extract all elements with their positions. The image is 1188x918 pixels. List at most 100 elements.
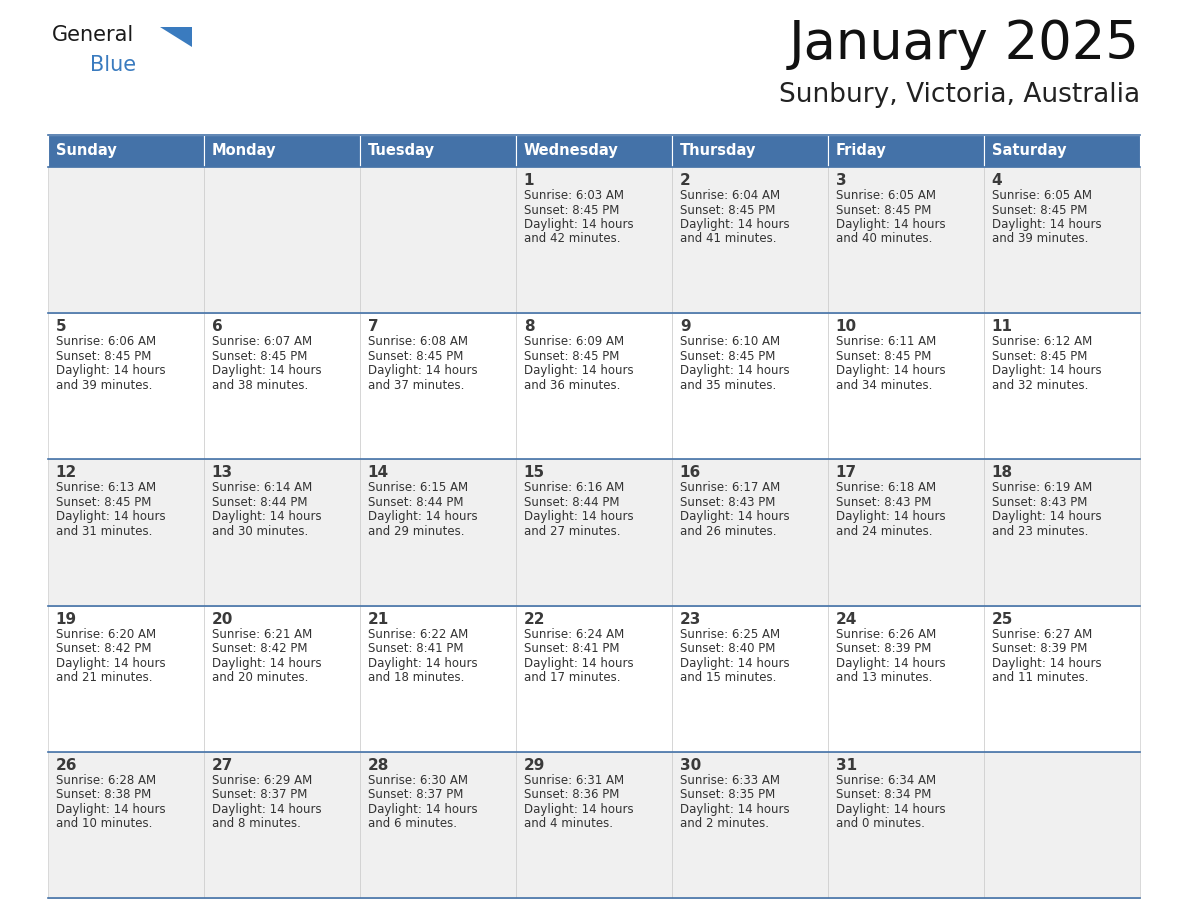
Text: Sunbury, Victoria, Australia: Sunbury, Victoria, Australia [779, 82, 1140, 108]
Text: Sunrise: 6:13 AM: Sunrise: 6:13 AM [56, 481, 156, 495]
Text: Daylight: 14 hours: Daylight: 14 hours [524, 218, 633, 231]
Bar [984, 459, 1140, 606]
Text: Blue: Blue [90, 55, 137, 75]
Text: Monday: Monday [211, 143, 277, 159]
Text: 16: 16 [680, 465, 701, 480]
Text: Sunset: 8:41 PM: Sunset: 8:41 PM [368, 642, 463, 655]
Text: Sunrise: 6:17 AM: Sunrise: 6:17 AM [680, 481, 781, 495]
Bar [516, 167, 672, 313]
Bar [48, 459, 204, 606]
Text: Daylight: 14 hours: Daylight: 14 hours [680, 364, 789, 377]
Text: and 17 minutes.: and 17 minutes. [524, 671, 620, 684]
Bar [516, 459, 672, 606]
Text: and 41 minutes.: and 41 minutes. [680, 232, 776, 245]
Text: 5: 5 [56, 319, 67, 334]
Text: Daylight: 14 hours: Daylight: 14 hours [992, 656, 1101, 669]
Text: Sunset: 8:41 PM: Sunset: 8:41 PM [524, 642, 619, 655]
Text: 11: 11 [992, 319, 1013, 334]
Text: Sunset: 8:45 PM: Sunset: 8:45 PM [524, 350, 619, 363]
Text: 17: 17 [836, 465, 857, 480]
Text: Daylight: 14 hours: Daylight: 14 hours [56, 656, 165, 669]
Text: Sunrise: 6:05 AM: Sunrise: 6:05 AM [836, 189, 936, 202]
Text: and 34 minutes.: and 34 minutes. [836, 379, 933, 392]
Text: Sunrise: 6:33 AM: Sunrise: 6:33 AM [680, 774, 779, 787]
Text: Daylight: 14 hours: Daylight: 14 hours [680, 218, 789, 231]
Text: Sunset: 8:39 PM: Sunset: 8:39 PM [992, 642, 1087, 655]
Text: 1: 1 [524, 173, 535, 188]
Text: Sunset: 8:45 PM: Sunset: 8:45 PM [992, 204, 1087, 217]
Text: 30: 30 [680, 757, 701, 773]
Text: Daylight: 14 hours: Daylight: 14 hours [56, 803, 165, 816]
Bar [48, 606, 204, 752]
Bar [204, 167, 360, 313]
Text: and 36 minutes.: and 36 minutes. [524, 379, 620, 392]
Bar [204, 752, 360, 898]
Text: and 6 minutes.: and 6 minutes. [368, 817, 457, 830]
Text: Sunrise: 6:24 AM: Sunrise: 6:24 AM [524, 628, 624, 641]
Text: Sunset: 8:45 PM: Sunset: 8:45 PM [524, 204, 619, 217]
Text: 19: 19 [56, 611, 77, 627]
Text: Sunrise: 6:27 AM: Sunrise: 6:27 AM [992, 628, 1092, 641]
Text: and 21 minutes.: and 21 minutes. [56, 671, 152, 684]
Text: Sunrise: 6:26 AM: Sunrise: 6:26 AM [836, 628, 936, 641]
Text: Daylight: 14 hours: Daylight: 14 hours [836, 803, 946, 816]
Bar [204, 606, 360, 752]
Text: Sunrise: 6:21 AM: Sunrise: 6:21 AM [211, 628, 312, 641]
Text: Daylight: 14 hours: Daylight: 14 hours [992, 218, 1101, 231]
Bar [516, 313, 672, 459]
Bar [672, 752, 828, 898]
Text: and 10 minutes.: and 10 minutes. [56, 817, 152, 830]
Bar [360, 135, 516, 167]
Text: and 26 minutes.: and 26 minutes. [680, 525, 776, 538]
Text: Tuesday: Tuesday [368, 143, 435, 159]
Text: 15: 15 [524, 465, 545, 480]
Text: 7: 7 [368, 319, 379, 334]
Text: and 38 minutes.: and 38 minutes. [211, 379, 308, 392]
Text: Daylight: 14 hours: Daylight: 14 hours [836, 510, 946, 523]
Bar [516, 135, 672, 167]
Text: 3: 3 [836, 173, 846, 188]
Text: 27: 27 [211, 757, 233, 773]
Text: Sunrise: 6:28 AM: Sunrise: 6:28 AM [56, 774, 156, 787]
Text: Sunrise: 6:16 AM: Sunrise: 6:16 AM [524, 481, 624, 495]
Bar [672, 167, 828, 313]
Text: Sunset: 8:43 PM: Sunset: 8:43 PM [992, 496, 1087, 509]
Bar [48, 135, 204, 167]
Text: Daylight: 14 hours: Daylight: 14 hours [680, 656, 789, 669]
Text: 14: 14 [368, 465, 388, 480]
Text: Sunrise: 6:20 AM: Sunrise: 6:20 AM [56, 628, 156, 641]
Bar [360, 606, 516, 752]
Text: Daylight: 14 hours: Daylight: 14 hours [368, 364, 478, 377]
Text: Sunset: 8:44 PM: Sunset: 8:44 PM [211, 496, 308, 509]
Text: and 31 minutes.: and 31 minutes. [56, 525, 152, 538]
Text: January 2025: January 2025 [789, 18, 1140, 70]
Text: Daylight: 14 hours: Daylight: 14 hours [56, 510, 165, 523]
Bar [672, 313, 828, 459]
Text: Daylight: 14 hours: Daylight: 14 hours [211, 656, 322, 669]
Text: 31: 31 [836, 757, 857, 773]
Text: and 30 minutes.: and 30 minutes. [211, 525, 308, 538]
Text: Sunset: 8:36 PM: Sunset: 8:36 PM [524, 789, 619, 801]
Text: 24: 24 [836, 611, 858, 627]
Bar [828, 459, 984, 606]
Text: Sunrise: 6:09 AM: Sunrise: 6:09 AM [524, 335, 624, 348]
Text: Sunset: 8:39 PM: Sunset: 8:39 PM [836, 642, 931, 655]
Text: Sunset: 8:45 PM: Sunset: 8:45 PM [211, 350, 308, 363]
Text: Sunrise: 6:19 AM: Sunrise: 6:19 AM [992, 481, 1092, 495]
Text: 26: 26 [56, 757, 77, 773]
Text: and 42 minutes.: and 42 minutes. [524, 232, 620, 245]
Bar [828, 606, 984, 752]
Text: and 29 minutes.: and 29 minutes. [368, 525, 465, 538]
Text: Daylight: 14 hours: Daylight: 14 hours [680, 510, 789, 523]
Text: Sunset: 8:45 PM: Sunset: 8:45 PM [836, 204, 931, 217]
Text: and 20 minutes.: and 20 minutes. [211, 671, 308, 684]
Text: Sunset: 8:45 PM: Sunset: 8:45 PM [368, 350, 463, 363]
Bar [360, 459, 516, 606]
Text: Friday: Friday [836, 143, 886, 159]
Text: and 2 minutes.: and 2 minutes. [680, 817, 769, 830]
Text: Sunrise: 6:04 AM: Sunrise: 6:04 AM [680, 189, 781, 202]
Text: Daylight: 14 hours: Daylight: 14 hours [524, 656, 633, 669]
Text: General: General [52, 25, 134, 45]
Text: Sunset: 8:37 PM: Sunset: 8:37 PM [211, 789, 308, 801]
Text: Daylight: 14 hours: Daylight: 14 hours [211, 510, 322, 523]
